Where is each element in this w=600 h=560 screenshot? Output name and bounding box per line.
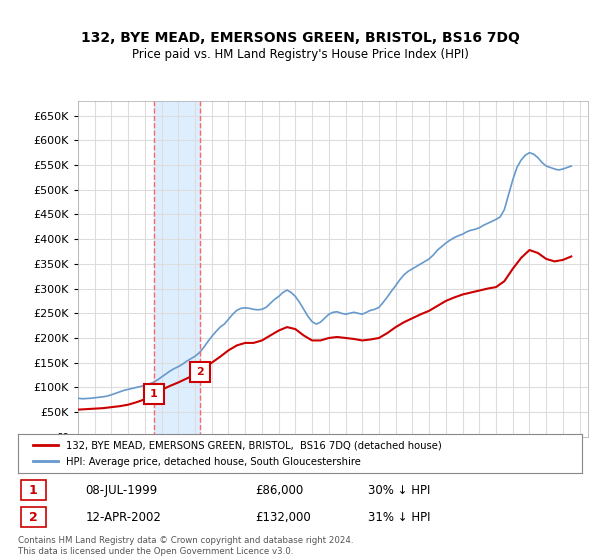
Text: £86,000: £86,000 [255, 484, 303, 497]
FancyBboxPatch shape [21, 480, 46, 501]
Text: 2: 2 [29, 511, 38, 524]
Text: 08-JUL-1999: 08-JUL-1999 [86, 484, 158, 497]
Bar [154, 101, 200, 437]
Text: 2: 2 [196, 367, 203, 376]
Text: 31% ↓ HPI: 31% ↓ HPI [368, 511, 430, 524]
Text: £132,000: £132,000 [255, 511, 311, 524]
Text: 1: 1 [150, 389, 157, 399]
FancyBboxPatch shape [21, 507, 46, 527]
Text: Price paid vs. HM Land Registry's House Price Index (HPI): Price paid vs. HM Land Registry's House … [131, 48, 469, 60]
Text: 12-APR-2002: 12-APR-2002 [86, 511, 161, 524]
Text: 132, BYE MEAD, EMERSONS GREEN, BRISTOL, BS16 7DQ: 132, BYE MEAD, EMERSONS GREEN, BRISTOL, … [80, 31, 520, 45]
Text: 1: 1 [29, 484, 38, 497]
Text: 30% ↓ HPI: 30% ↓ HPI [368, 484, 430, 497]
Text: Contains HM Land Registry data © Crown copyright and database right 2024.
This d: Contains HM Land Registry data © Crown c… [18, 536, 353, 556]
Legend: 132, BYE MEAD, EMERSONS GREEN, BRISTOL,  BS16 7DQ (detached house), HPI: Average: 132, BYE MEAD, EMERSONS GREEN, BRISTOL, … [29, 437, 445, 470]
